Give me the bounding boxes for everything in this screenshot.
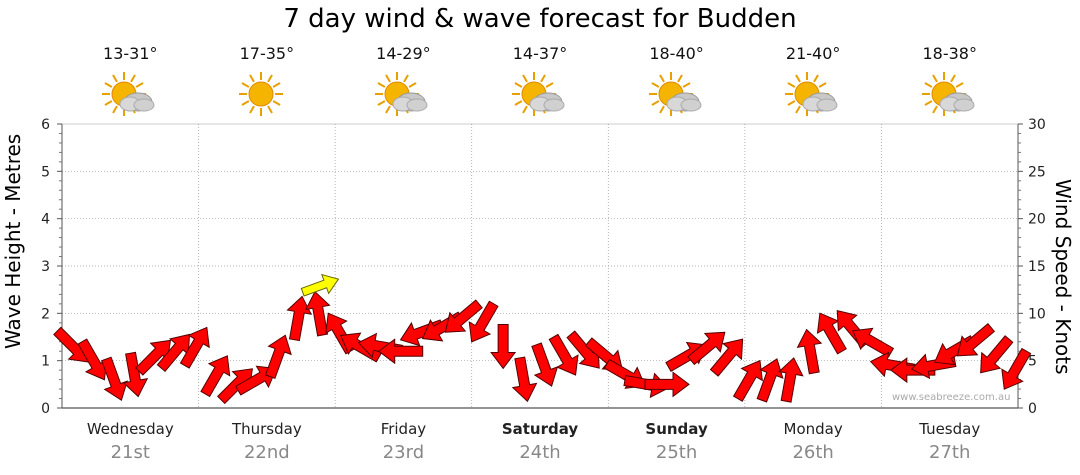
sun-icon: [238, 72, 283, 116]
sun-cloud-icon: [785, 72, 838, 116]
y-left-tick-label: 5: [41, 164, 50, 180]
day-name: Monday: [783, 420, 843, 438]
sun-cloud-icon: [102, 72, 155, 116]
day-temperature: 17-35°: [239, 44, 295, 63]
wind-arrow-peak: [300, 273, 340, 297]
wind-arrow: [101, 356, 128, 402]
y-right-tick-label: 25: [1028, 164, 1046, 180]
wind-arrow: [956, 323, 996, 357]
wind-arrow: [778, 357, 804, 403]
day-date: 21st: [110, 442, 150, 463]
wind-arrow: [687, 331, 726, 366]
wind-arrow: [852, 327, 895, 358]
day-temperature: 14-37°: [512, 44, 568, 63]
y-right-tick-label: 20: [1028, 212, 1046, 228]
wind-arrow: [156, 333, 191, 372]
y-axis-right-label: Wind Speed - Knots: [1051, 179, 1075, 375]
sun-cloud-icon: [512, 72, 565, 116]
wind-arrow: [264, 334, 292, 379]
wind-arrow: [1001, 347, 1032, 390]
y-axis-left-label: Wave Height - Metres: [1, 133, 25, 349]
wind-arrow: [286, 295, 313, 342]
day-date: 25th: [655, 442, 698, 463]
wind-arrow: [796, 328, 823, 375]
day-name: Tuesday: [919, 420, 981, 438]
wind-arrow: [444, 299, 483, 333]
day-name: Saturday: [501, 420, 579, 438]
day-date: 27th: [929, 442, 971, 463]
sun-cloud-icon: [921, 72, 975, 116]
day-date: 22nd: [243, 442, 290, 463]
day-date: 23rd: [382, 442, 425, 463]
y-right-tick-label: 10: [1028, 306, 1046, 322]
y-left-tick-label: 0: [41, 401, 50, 417]
wind-arrow: [980, 335, 1014, 374]
y-right-tick-label: 30: [1028, 117, 1046, 133]
y-left-tick-label: 1: [41, 354, 50, 370]
wind-arrow: [200, 355, 231, 398]
day-temperature: 14-29°: [376, 44, 431, 63]
y-right-tick-label: 0: [1028, 401, 1037, 417]
sun-cloud-icon: [648, 72, 702, 116]
wind-arrow: [644, 371, 690, 398]
wind-arrow: [709, 338, 744, 377]
watermark: www.seabreeze.com.au: [892, 392, 1011, 403]
chart-title: 7 day wind & wave forecast for Budden: [283, 4, 797, 34]
day-temperature: 18-40°: [649, 44, 704, 63]
day-date: 24th: [519, 442, 561, 463]
wind-arrow: [122, 351, 149, 398]
wind-arrow: [548, 333, 579, 376]
wind-arrow: [179, 326, 210, 369]
day-name: Friday: [380, 420, 427, 438]
day-name: Thursday: [231, 420, 302, 438]
y-left-tick-label: 2: [41, 306, 50, 322]
y-right-tick-label: 15: [1028, 259, 1046, 275]
day-date: 26th: [792, 442, 834, 463]
wind-arrow: [756, 358, 784, 403]
day-temperature: 21-40°: [785, 44, 841, 63]
y-left-tick-label: 6: [41, 117, 50, 133]
y-right-tick-label: 5: [1028, 354, 1037, 370]
day-name: Sunday: [645, 420, 708, 438]
wind-arrow: [531, 342, 559, 387]
day-name: Wednesday: [86, 420, 174, 438]
day-temperature: 18-38°: [922, 44, 977, 63]
y-left-tick-label: 3: [41, 259, 50, 275]
wind-arrow: [490, 323, 517, 370]
y-left-tick-label: 4: [41, 212, 50, 228]
day-temperature: 13-31°: [103, 44, 158, 63]
wind-arrow: [377, 338, 424, 365]
wind-arrow: [77, 338, 108, 381]
wind-arrow: [816, 312, 847, 355]
sun-cloud-icon: [375, 72, 428, 116]
wind-arrow: [468, 300, 499, 343]
wind-arrow: [511, 356, 538, 403]
